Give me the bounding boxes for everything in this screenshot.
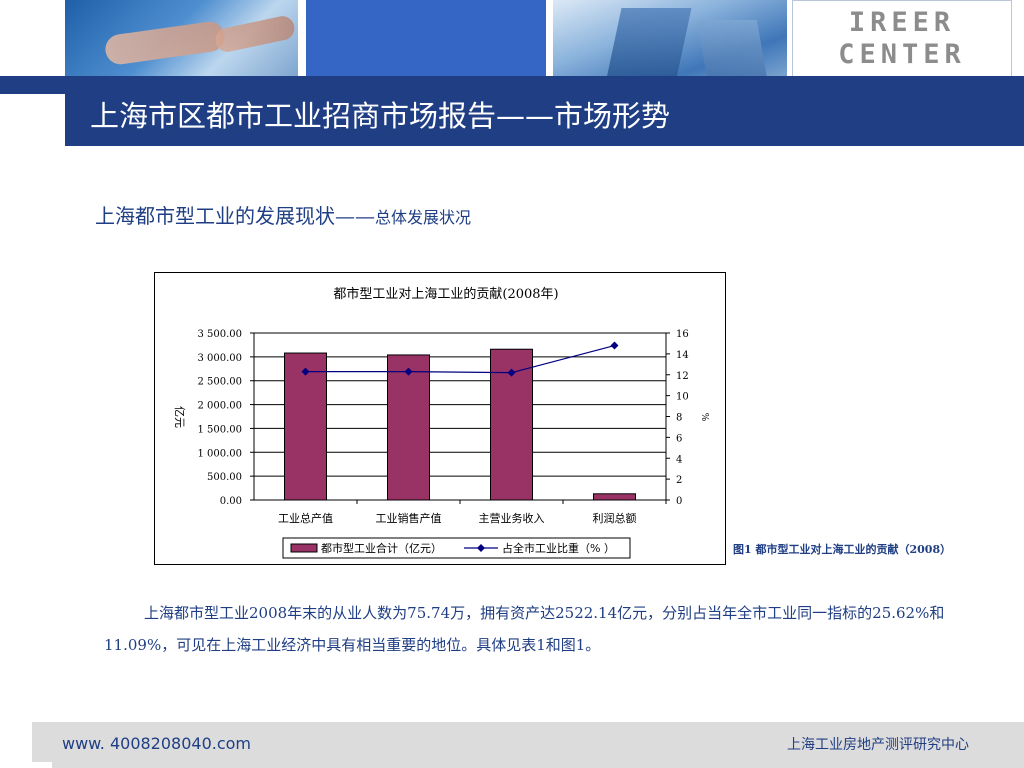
y2-tick-label: 10 [676, 392, 689, 403]
building-shape [696, 20, 770, 76]
chart-title: 都市型工业对上海工业的贡献(2008年) [333, 286, 558, 302]
footer-organization: 上海工业房地产测评研究中心 [787, 737, 969, 753]
x-tick-label: 工业总产值 [278, 511, 333, 525]
figure-caption: 图1 都市型工业对上海工业的贡献（2008） [733, 543, 952, 556]
y2-tick-label: 14 [676, 350, 689, 361]
footer-notch [0, 762, 52, 768]
y-tick-label: 0.00 [220, 496, 242, 507]
y-tick-label: 1 500.00 [197, 424, 242, 435]
footer-bar [32, 722, 1024, 768]
x-tick-label: 利润总额 [593, 511, 637, 525]
legend-bar-swatch [290, 543, 318, 553]
y2-tick-label: 2 [676, 475, 682, 486]
hand-shape [103, 19, 227, 67]
y-tick-label: 500.00 [207, 472, 242, 483]
header-photo-skyscrapers [553, 0, 787, 76]
y2-axis-label: % [699, 413, 709, 422]
ratio-point [610, 341, 619, 350]
x-tick-label: 工业销售产值 [376, 511, 442, 525]
bar [284, 352, 327, 501]
legend-box [282, 537, 631, 559]
ratio-point [404, 367, 413, 376]
footer-website-link[interactable]: www. 4008208040.com [62, 734, 252, 753]
title-bar-edge [0, 76, 65, 94]
legend-bar-label: 都市型工业合计（亿元） [321, 541, 442, 555]
chart-frame [154, 272, 726, 565]
y2-tick-label: 4 [676, 454, 682, 465]
building-shape [604, 8, 692, 76]
header-photo-keyboard [65, 0, 298, 76]
legend-line-marker [477, 544, 485, 552]
logo-text-line1: IREER [848, 7, 956, 38]
legend-line-label: 占全市工业比重（% ） [502, 541, 615, 555]
page-title: 上海市区都市工业招商市场报告——市场形势 [90, 99, 671, 133]
ratio-line [305, 344, 615, 374]
body-paragraph: 上海都市型工业2008年末的从业人数为75.74万，拥有资产达2522.14亿元… [104, 604, 945, 654]
y-axis-label: 亿元 [173, 406, 186, 428]
bar [593, 493, 636, 501]
y2-tick-label: 8 [676, 413, 682, 424]
section-title-sub: 总体发展状况 [375, 208, 472, 227]
ratio-point [301, 367, 310, 376]
title-bar-notch [0, 94, 65, 146]
y-tick-label: 2 000.00 [197, 401, 242, 412]
y-tick-label: 2 500.00 [197, 377, 242, 388]
contribution-chart: 都市型工业对上海工业的贡献(2008年) 0.00 500.00 1 000.00 1 … [173, 286, 709, 559]
hand-shape [213, 13, 297, 55]
logo-text-line2: CENTER [838, 39, 966, 70]
section-title-main: 上海都市型工业的发展现状—— [95, 204, 375, 228]
section-title: 上海都市型工业的发展现状——总体发展状况 [95, 200, 471, 229]
y-tick-label: 3 000.00 [197, 353, 242, 364]
y2-tick-label: 16 [676, 329, 689, 340]
y-tick-label: 3 500.00 [197, 329, 242, 340]
header-photo-blue-panel [306, 0, 546, 76]
ireer-center-logo: IREER CENTER [792, 0, 1012, 77]
y-tick-label: 1 000.00 [197, 448, 242, 459]
y2-tick-label: 6 [676, 433, 682, 444]
title-bar [0, 76, 1024, 146]
y2-tick-label: 12 [676, 371, 689, 382]
x-tick-label: 主营业务收入 [479, 511, 545, 525]
ratio-point [507, 368, 516, 377]
y2-tick-label: 0 [676, 496, 682, 507]
bar [387, 354, 430, 501]
